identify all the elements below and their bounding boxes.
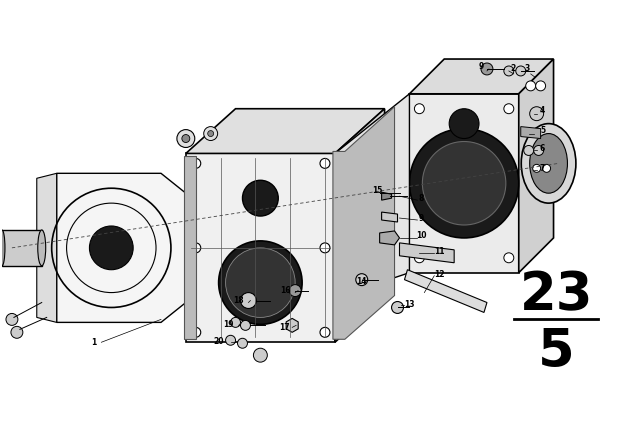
Circle shape xyxy=(253,348,268,362)
Circle shape xyxy=(86,223,136,273)
Text: 17: 17 xyxy=(279,323,289,332)
Circle shape xyxy=(243,180,278,216)
Circle shape xyxy=(534,146,543,155)
Polygon shape xyxy=(519,59,554,273)
Circle shape xyxy=(524,146,534,155)
Circle shape xyxy=(543,164,550,172)
Polygon shape xyxy=(381,192,392,200)
Circle shape xyxy=(504,104,514,114)
Circle shape xyxy=(219,241,302,324)
Text: 23: 23 xyxy=(520,270,593,322)
Ellipse shape xyxy=(521,124,576,203)
Text: 9: 9 xyxy=(419,214,424,223)
Circle shape xyxy=(532,164,541,172)
Circle shape xyxy=(90,226,133,270)
Circle shape xyxy=(204,127,218,141)
Circle shape xyxy=(191,327,201,337)
Text: 15: 15 xyxy=(372,186,383,195)
Circle shape xyxy=(225,248,295,318)
Text: 19: 19 xyxy=(223,320,234,329)
Circle shape xyxy=(289,284,301,297)
Polygon shape xyxy=(333,107,394,339)
Text: 18: 18 xyxy=(233,296,244,305)
Circle shape xyxy=(415,253,424,263)
Circle shape xyxy=(504,66,514,76)
Circle shape xyxy=(415,104,424,114)
Polygon shape xyxy=(404,270,487,312)
Polygon shape xyxy=(380,231,399,245)
Text: 16: 16 xyxy=(280,286,291,295)
Circle shape xyxy=(481,63,493,75)
Circle shape xyxy=(525,81,536,91)
Polygon shape xyxy=(57,173,186,323)
Circle shape xyxy=(182,134,190,142)
Circle shape xyxy=(191,243,201,253)
Text: 1: 1 xyxy=(91,338,96,347)
Text: 2: 2 xyxy=(510,65,515,73)
Circle shape xyxy=(6,314,18,325)
Circle shape xyxy=(11,326,23,338)
Circle shape xyxy=(241,293,257,309)
Text: 7: 7 xyxy=(540,164,545,173)
Polygon shape xyxy=(186,109,385,154)
Polygon shape xyxy=(286,319,298,332)
Text: 5: 5 xyxy=(538,326,575,378)
Circle shape xyxy=(191,159,201,168)
Text: 9: 9 xyxy=(478,62,484,72)
Polygon shape xyxy=(521,127,541,138)
Circle shape xyxy=(208,130,214,137)
Text: 4: 4 xyxy=(540,106,545,115)
Polygon shape xyxy=(335,109,385,342)
Text: 6: 6 xyxy=(540,144,545,153)
Text: 14: 14 xyxy=(356,277,367,286)
Polygon shape xyxy=(410,94,519,273)
Text: 20: 20 xyxy=(213,337,224,346)
Text: 5: 5 xyxy=(540,126,545,135)
Circle shape xyxy=(410,129,519,238)
Polygon shape xyxy=(335,94,410,297)
Polygon shape xyxy=(410,59,554,94)
Circle shape xyxy=(320,327,330,337)
Circle shape xyxy=(320,159,330,168)
Circle shape xyxy=(536,81,545,91)
Text: 11: 11 xyxy=(434,247,445,256)
Polygon shape xyxy=(36,173,57,323)
Ellipse shape xyxy=(38,230,45,266)
Polygon shape xyxy=(184,156,196,339)
Text: 3: 3 xyxy=(524,65,529,73)
Polygon shape xyxy=(399,243,454,263)
Text: 10: 10 xyxy=(416,232,427,241)
Polygon shape xyxy=(381,212,397,222)
Circle shape xyxy=(392,302,403,314)
Circle shape xyxy=(225,335,236,345)
Circle shape xyxy=(449,109,479,138)
Circle shape xyxy=(422,142,506,225)
Ellipse shape xyxy=(0,230,5,266)
Circle shape xyxy=(516,66,525,76)
Text: 12: 12 xyxy=(434,270,445,279)
Polygon shape xyxy=(186,154,335,342)
Circle shape xyxy=(52,188,171,307)
Ellipse shape xyxy=(530,134,568,193)
Circle shape xyxy=(504,253,514,263)
Circle shape xyxy=(237,338,248,348)
Circle shape xyxy=(320,243,330,253)
Circle shape xyxy=(230,318,241,327)
Circle shape xyxy=(177,129,195,147)
Circle shape xyxy=(356,274,368,286)
Circle shape xyxy=(67,203,156,293)
Text: 8: 8 xyxy=(419,194,424,202)
Text: 13: 13 xyxy=(404,300,415,309)
Circle shape xyxy=(530,107,543,121)
Circle shape xyxy=(241,320,250,330)
Bar xyxy=(2,230,42,266)
